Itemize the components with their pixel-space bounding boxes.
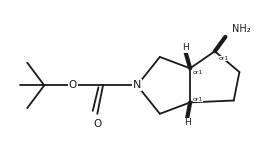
Text: or1: or1 (219, 56, 229, 61)
Text: or1: or1 (193, 70, 203, 75)
Text: O: O (93, 119, 101, 130)
Text: O: O (69, 80, 77, 90)
Text: H: H (182, 43, 189, 52)
Text: NH₂: NH₂ (232, 24, 251, 34)
Text: H: H (184, 118, 190, 127)
Text: or1: or1 (193, 97, 203, 102)
Text: N: N (133, 80, 141, 90)
